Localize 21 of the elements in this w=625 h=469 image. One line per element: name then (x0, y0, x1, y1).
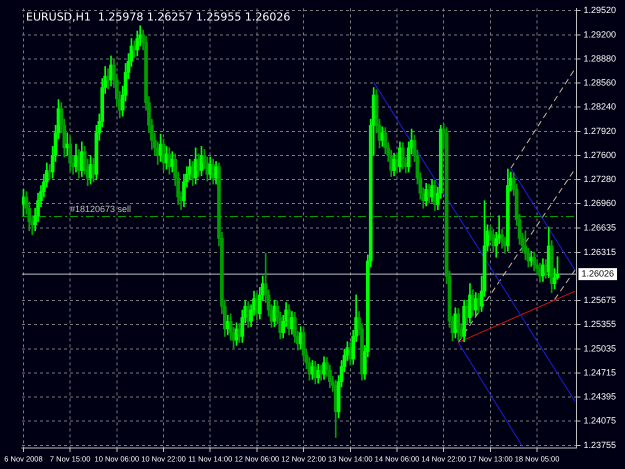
y-tick-label: 1.26635 (583, 222, 616, 233)
chart-title: EURUSD,H1 1.25978 1.26257 1.25955 1.26026 (26, 10, 290, 24)
y-tick-label: 1.27600 (583, 150, 616, 160)
y-tick-label: 1.26960 (583, 198, 616, 208)
y-tick-label: 1.25035 (583, 343, 616, 354)
y-tick-label: 1.28560 (583, 78, 616, 88)
y-tick-label: 1.27920 (583, 126, 616, 136)
ref-line-label: #18120673 sell (70, 204, 132, 214)
y-tick-label: 1.24075 (583, 416, 616, 426)
y-tick-label: 1.25675 (583, 295, 616, 306)
y-tick-label: 1.29200 (583, 29, 616, 40)
y-tick-label: 1.26315 (583, 246, 616, 257)
y-tick-label: 1.29520 (583, 5, 616, 16)
y-tick-label: 1.27280 (583, 174, 616, 184)
y-tick-label: 1.24395 (583, 392, 616, 402)
y-tick-label: 1.28880 (583, 53, 616, 64)
ref-line-label: 1.26026 (581, 268, 614, 279)
y-tick-label: 1.28240 (583, 102, 616, 112)
y-tick-label: 1.25355 (583, 319, 616, 330)
y-tick-label: 1.24715 (583, 367, 616, 378)
y-tick-label: 1.23755 (583, 440, 616, 450)
